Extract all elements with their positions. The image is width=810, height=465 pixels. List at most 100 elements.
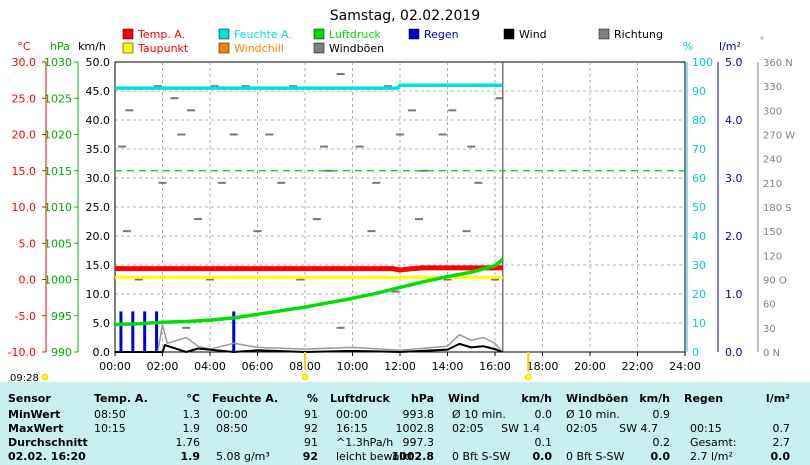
speed-tick-label: 50.0 <box>86 56 111 69</box>
header-temp: Temp. A. <box>94 392 148 405</box>
direction-mark <box>355 145 364 148</box>
weather-chart: Samstag, 02.02.2019 Temp. A. Feuchte A. Luf… <box>8 8 796 382</box>
pressure-tick-label: 1010 <box>44 201 72 214</box>
stat-cell-gust-t: Ø 10 min. <box>566 408 620 421</box>
direction-mark <box>320 145 328 148</box>
stat-cell-wind-t: Ø 10 min. <box>452 408 506 421</box>
stat-cell-hum-v: 92 <box>304 422 318 435</box>
direction-mark <box>372 181 381 184</box>
direction-tick-label: 360 N <box>763 58 793 69</box>
direction-mark <box>312 218 321 221</box>
rain-tick-label: 1.0 <box>725 288 743 301</box>
direction-mark <box>467 145 476 148</box>
direction-mark <box>134 278 143 281</box>
humidity-tick-label: 80 <box>692 114 706 127</box>
humidity-tick-label: 20 <box>692 288 706 301</box>
pressure-axis-unit: hPa <box>50 40 70 53</box>
stat-cell-gust-t: 0 Bft S-SW <box>566 450 625 463</box>
stat-cell-press-v: 1002.8 <box>395 422 435 435</box>
pressure-tick-label: 990 <box>51 346 72 359</box>
x-tick-label: 22:00 <box>622 360 654 373</box>
legend-swatch <box>218 42 230 54</box>
direction-mark <box>443 278 452 281</box>
direction-mark <box>491 278 499 281</box>
stat-cell-label: MaxWert <box>8 422 64 435</box>
direction-mark <box>384 85 393 88</box>
speed-tick-label: 35.0 <box>86 143 111 156</box>
direction-tick-label: 180 S <box>763 203 792 214</box>
stat-cell-hum-t: 08:50 <box>216 422 248 435</box>
wind-line <box>115 342 503 353</box>
stat-cell-temp-v: 1.76 <box>175 436 201 449</box>
stat-cell-wind-t: 0 Bft S-SW <box>452 450 511 463</box>
temp-tick-label: 10.0 <box>12 201 37 214</box>
legend-swatch <box>218 28 230 40</box>
header-gust: Windböen <box>566 392 629 405</box>
legend-label: Temp. A. <box>137 28 185 41</box>
series-feuchte-a- <box>115 83 503 90</box>
stat-cell-temp-t: 10:15 <box>94 422 126 435</box>
stat-cell-hum-t: 00:00 <box>216 408 248 421</box>
direction-mark <box>177 133 186 136</box>
speed-tick-label: 25.0 <box>86 201 111 214</box>
header-rain-unit: l/m² <box>765 392 790 405</box>
pressure-tick-label: 995 <box>51 310 72 323</box>
pressure-tick-label: 1005 <box>44 237 72 250</box>
stat-cell-press-v: 993.8 <box>402 408 435 421</box>
rain-bar <box>143 311 147 352</box>
humidity-tick-label: 70 <box>692 143 706 156</box>
stat-cell-gust-t: 02:05 <box>566 422 598 435</box>
speed-tick-label: 40.0 <box>86 114 111 127</box>
header-sensor: Sensor <box>8 392 51 405</box>
direction-mark <box>187 109 195 112</box>
x-tick-label: 18:00 <box>527 360 559 373</box>
legend-label: Regen <box>424 28 459 41</box>
temp-axis-unit: °C <box>17 40 31 53</box>
rain-bar <box>119 311 123 352</box>
stat-cell-rain-t: Gesamt: <box>690 436 737 449</box>
x-tick-label: 24:00 <box>669 360 701 373</box>
legend-label: Taupunkt <box>137 42 189 55</box>
stat-cell-temp-v: 1.9 <box>180 450 201 463</box>
x-tick-label: 16:00 <box>479 360 511 373</box>
humidity-tick-label: 60 <box>692 172 706 185</box>
temp-tick-label: -10.0 <box>8 346 36 359</box>
rain-tick-label: 2.0 <box>725 230 743 243</box>
temp-tick-label: 0.0 <box>19 274 37 287</box>
stat-cell-wind-t: 02:05 <box>452 422 484 435</box>
legend-swatch <box>313 28 325 40</box>
direction-tick-label: 150 <box>763 227 782 238</box>
stat-cell-rain-v: 0.0 <box>770 450 791 463</box>
direction-mark <box>415 218 423 221</box>
stat-cell-label: Durchschnitt <box>8 436 88 449</box>
direction-mark <box>122 230 131 233</box>
direction-tick-label: 60 <box>763 300 776 311</box>
temp-tick-label: 5.0 <box>19 237 37 250</box>
direction-mark <box>118 145 127 148</box>
x-tick-label: 12:00 <box>384 360 416 373</box>
direction-mark <box>229 133 238 136</box>
speed-axis-unit: km/h <box>78 40 106 53</box>
x-tick-label: 10:00 <box>337 360 369 373</box>
direction-mark <box>448 109 457 112</box>
direction-mark <box>206 278 214 281</box>
direction-mark <box>438 133 447 136</box>
rain-axis-unit: l/m² <box>719 40 741 53</box>
direction-tick-label: 210 <box>763 179 782 190</box>
direction-mark <box>367 230 376 233</box>
direction-mark <box>194 218 203 221</box>
pressure-tick-label: 1000 <box>44 274 72 287</box>
humidity-tick-label: 40 <box>692 230 706 243</box>
temp-tick-label: 20.0 <box>12 129 37 142</box>
direction-tick-label: 0 N <box>763 348 780 359</box>
direction-mark <box>277 181 286 184</box>
stat-cell-hum-v: 91 <box>304 408 318 421</box>
sun-marker <box>301 373 309 381</box>
direction-mark <box>396 133 404 136</box>
direction-axis-unit: ° <box>760 36 765 47</box>
direction-mark <box>158 181 167 184</box>
direction-mark <box>253 230 262 233</box>
stat-cell-gust-v: 0.0 <box>650 450 671 463</box>
legend-swatch <box>122 42 134 54</box>
speed-tick-label: 10.0 <box>86 288 111 301</box>
